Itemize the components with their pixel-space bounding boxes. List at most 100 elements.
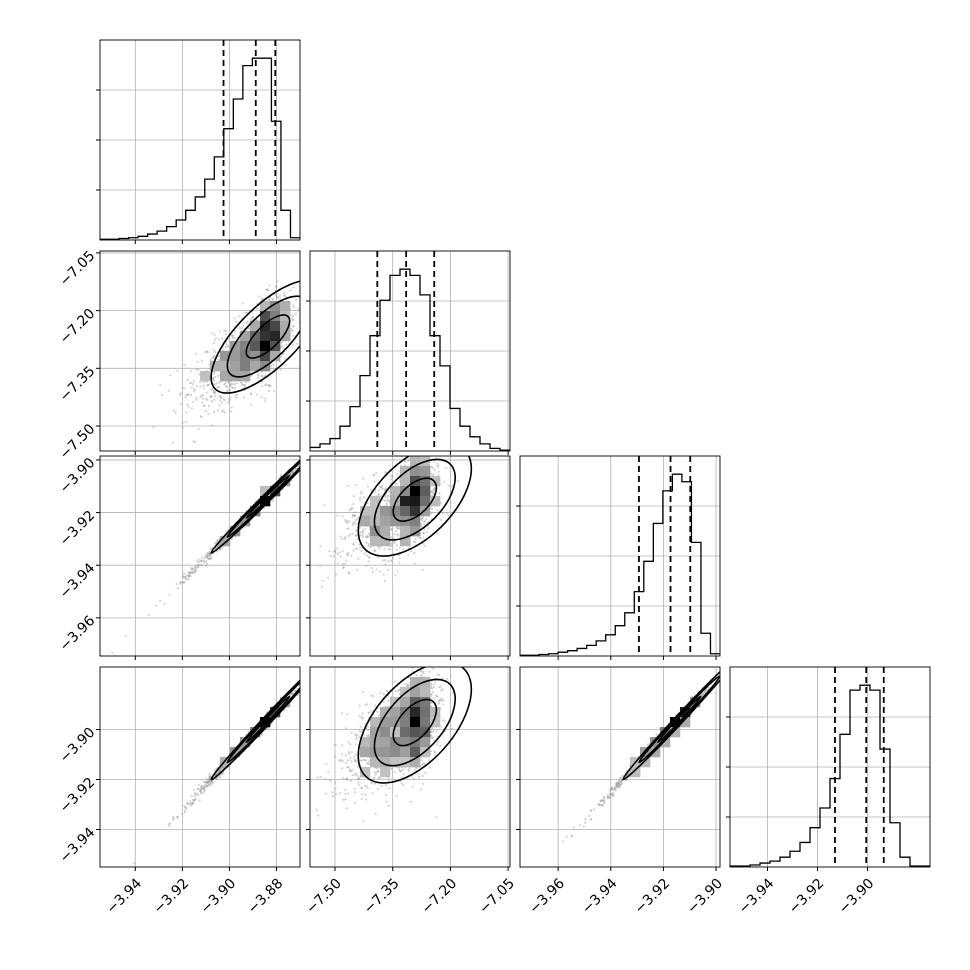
data-point bbox=[367, 542, 370, 545]
data-point bbox=[183, 804, 186, 808]
data-point bbox=[352, 523, 355, 526]
data-point bbox=[205, 785, 208, 788]
data-point bbox=[438, 492, 441, 495]
data-point bbox=[433, 460, 436, 463]
data-point bbox=[323, 503, 326, 506]
density-cell bbox=[400, 496, 411, 507]
data-point bbox=[203, 556, 207, 560]
data-point bbox=[356, 538, 359, 541]
density-cell bbox=[400, 506, 411, 517]
data-point bbox=[226, 389, 230, 392]
data-point bbox=[432, 473, 435, 476]
data-point bbox=[193, 794, 196, 798]
data-point bbox=[242, 324, 245, 328]
data-point bbox=[233, 317, 236, 320]
data-point bbox=[203, 783, 207, 787]
data-point bbox=[251, 317, 254, 320]
data-point bbox=[339, 535, 342, 538]
data-point bbox=[189, 381, 192, 384]
data-point bbox=[291, 471, 294, 474]
density-cell bbox=[230, 351, 241, 362]
data-point bbox=[264, 397, 267, 400]
data-point bbox=[233, 383, 236, 386]
data-point bbox=[197, 783, 200, 786]
data-point bbox=[379, 485, 382, 488]
data-point bbox=[449, 501, 452, 504]
data-point bbox=[204, 781, 207, 784]
data-point bbox=[189, 574, 192, 578]
data-point bbox=[200, 415, 203, 418]
data-point bbox=[197, 564, 200, 567]
data-point bbox=[234, 395, 237, 398]
data-point bbox=[187, 578, 190, 581]
data-point bbox=[233, 336, 236, 340]
density-cell bbox=[220, 536, 231, 547]
data-point bbox=[196, 563, 199, 566]
data-point bbox=[268, 385, 271, 388]
data-point bbox=[176, 369, 179, 372]
density-cell bbox=[370, 506, 381, 517]
data-point bbox=[210, 556, 213, 559]
data-point bbox=[391, 560, 394, 563]
data-point bbox=[218, 395, 221, 398]
data-point bbox=[348, 572, 351, 575]
data-point bbox=[240, 382, 243, 385]
data-point bbox=[194, 441, 197, 444]
data-point bbox=[209, 548, 213, 551]
data-point bbox=[420, 522, 423, 526]
data-point bbox=[211, 378, 214, 381]
data-point bbox=[437, 464, 440, 467]
data-point bbox=[168, 593, 171, 597]
data-point bbox=[208, 552, 211, 555]
data-point bbox=[196, 560, 199, 563]
data-point bbox=[445, 466, 448, 470]
data-point bbox=[347, 534, 350, 538]
data-point bbox=[431, 434, 433, 436]
data-point bbox=[223, 399, 226, 402]
data-point bbox=[241, 383, 244, 386]
data-point bbox=[203, 561, 206, 564]
density-cell bbox=[260, 321, 271, 332]
data-point bbox=[224, 329, 227, 332]
data-point bbox=[181, 575, 184, 578]
data-point bbox=[238, 524, 241, 527]
contour-set bbox=[210, 456, 300, 554]
data-point bbox=[236, 382, 239, 385]
data-point bbox=[195, 567, 198, 570]
data-point bbox=[147, 613, 150, 617]
data-point bbox=[346, 553, 349, 557]
density-cell bbox=[280, 301, 291, 312]
data-point bbox=[221, 766, 225, 770]
data-point bbox=[294, 468, 297, 472]
data-point bbox=[372, 473, 375, 476]
data-point bbox=[440, 446, 442, 448]
data-point bbox=[343, 562, 346, 565]
data-point bbox=[290, 329, 293, 332]
data-point bbox=[204, 564, 207, 568]
data-point bbox=[363, 552, 366, 555]
data-point bbox=[229, 397, 232, 400]
data-point bbox=[190, 794, 193, 798]
data-point bbox=[215, 540, 218, 543]
data-point bbox=[213, 371, 216, 374]
data-point bbox=[205, 397, 208, 400]
data-point bbox=[266, 727, 269, 730]
density-cell bbox=[260, 341, 271, 352]
data-point bbox=[181, 426, 184, 430]
data-point bbox=[350, 554, 353, 557]
data-point bbox=[199, 380, 202, 384]
data-point bbox=[292, 334, 295, 338]
data-point bbox=[190, 407, 193, 410]
data-point bbox=[194, 570, 197, 573]
data-point bbox=[351, 506, 354, 509]
data-point bbox=[280, 344, 283, 347]
data-point bbox=[296, 342, 299, 345]
data-point bbox=[221, 773, 224, 776]
data-point bbox=[208, 363, 211, 366]
data-point bbox=[206, 781, 210, 784]
density-cell bbox=[240, 331, 251, 342]
data-point bbox=[193, 566, 196, 569]
data-point bbox=[271, 499, 274, 502]
data-point bbox=[349, 533, 352, 536]
data-point bbox=[185, 802, 189, 806]
